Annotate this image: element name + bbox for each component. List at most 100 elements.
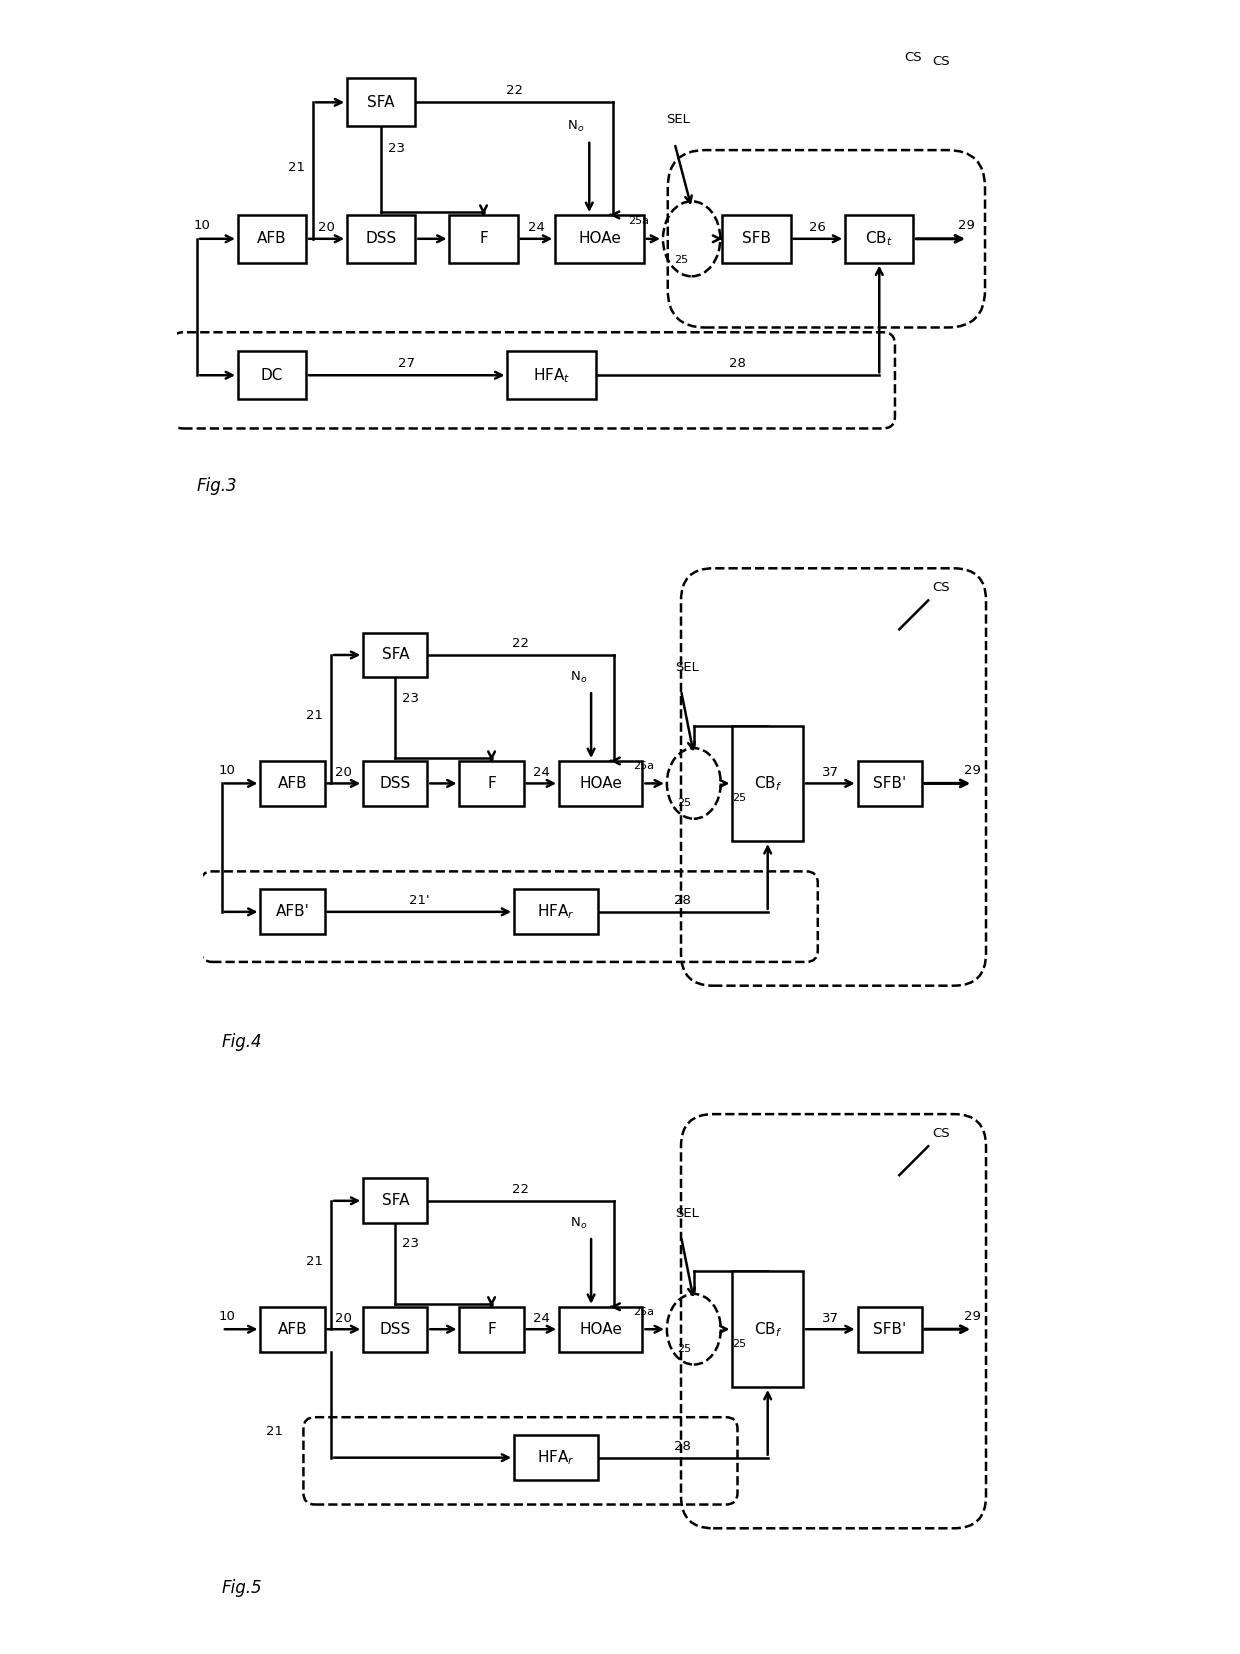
Text: N$_o$: N$_o$ <box>569 670 587 685</box>
FancyBboxPatch shape <box>238 351 306 399</box>
Text: 21: 21 <box>288 160 305 174</box>
FancyBboxPatch shape <box>460 1307 523 1351</box>
Text: 23: 23 <box>402 1237 419 1250</box>
Text: 10: 10 <box>218 1310 236 1323</box>
Text: DSS: DSS <box>366 232 397 246</box>
Text: 25a: 25a <box>629 215 650 227</box>
FancyBboxPatch shape <box>460 761 523 805</box>
Text: AFB: AFB <box>278 776 308 791</box>
Text: DC: DC <box>260 367 283 382</box>
Text: Fig.4: Fig.4 <box>222 1032 263 1050</box>
Text: 37: 37 <box>822 1312 838 1325</box>
FancyBboxPatch shape <box>733 726 804 842</box>
Text: 25: 25 <box>729 251 743 261</box>
Text: AFB: AFB <box>278 1322 308 1336</box>
Text: 29: 29 <box>963 764 981 777</box>
Text: 25: 25 <box>675 255 688 265</box>
Text: HOAe: HOAe <box>578 232 621 246</box>
Text: SFA: SFA <box>382 647 409 663</box>
Text: Fig.3: Fig.3 <box>197 478 238 495</box>
Text: SEL: SEL <box>676 1207 699 1221</box>
Text: HOAe: HOAe <box>579 776 622 791</box>
Text: SFB': SFB' <box>873 776 906 791</box>
Text: 22: 22 <box>512 1183 529 1196</box>
Text: SFA: SFA <box>382 1193 409 1209</box>
Text: CS: CS <box>931 55 950 68</box>
Text: AFB: AFB <box>257 232 286 246</box>
Text: 21: 21 <box>306 1255 324 1269</box>
Text: 21: 21 <box>265 1426 283 1439</box>
Text: 25a: 25a <box>634 761 653 771</box>
Text: 28: 28 <box>675 895 691 906</box>
FancyBboxPatch shape <box>556 215 644 263</box>
Text: 25a: 25a <box>634 1307 653 1317</box>
Text: 25: 25 <box>733 1340 746 1350</box>
Text: 25: 25 <box>733 794 746 804</box>
Text: 26: 26 <box>810 220 826 233</box>
Text: HOAe: HOAe <box>579 1322 622 1336</box>
Text: 22: 22 <box>506 84 523 98</box>
FancyBboxPatch shape <box>858 1307 921 1351</box>
FancyBboxPatch shape <box>347 78 415 126</box>
FancyBboxPatch shape <box>363 1307 428 1351</box>
Text: 27: 27 <box>398 357 415 370</box>
Text: 20: 20 <box>336 766 352 779</box>
FancyBboxPatch shape <box>733 1272 804 1388</box>
FancyBboxPatch shape <box>363 632 428 678</box>
Text: SEL: SEL <box>676 662 699 675</box>
Text: HFA$_r$: HFA$_r$ <box>537 903 574 921</box>
Text: 20: 20 <box>336 1312 352 1325</box>
Text: DSS: DSS <box>379 776 410 791</box>
Text: 23: 23 <box>388 142 405 155</box>
Text: SFA: SFA <box>367 94 396 109</box>
FancyBboxPatch shape <box>723 215 791 263</box>
Text: 10: 10 <box>193 218 211 232</box>
Text: 21': 21' <box>409 895 429 906</box>
Text: 22: 22 <box>512 637 529 650</box>
FancyBboxPatch shape <box>363 1178 428 1224</box>
Text: 10: 10 <box>218 764 236 777</box>
Text: N$_o$: N$_o$ <box>569 1216 587 1231</box>
Text: AFB': AFB' <box>275 905 310 920</box>
Text: 24: 24 <box>533 1312 549 1325</box>
Text: DSS: DSS <box>379 1322 410 1336</box>
Text: 23: 23 <box>402 691 419 705</box>
Text: F: F <box>487 776 496 791</box>
Text: 28: 28 <box>729 357 746 370</box>
Text: CB$_f$: CB$_f$ <box>754 1320 782 1338</box>
FancyBboxPatch shape <box>515 1436 598 1480</box>
Text: 29: 29 <box>963 1310 981 1323</box>
FancyBboxPatch shape <box>559 1307 642 1351</box>
FancyBboxPatch shape <box>846 215 914 263</box>
Text: 29: 29 <box>957 218 975 232</box>
Text: CS: CS <box>932 1126 950 1140</box>
Text: SEL: SEL <box>666 112 689 126</box>
FancyBboxPatch shape <box>260 1307 325 1351</box>
FancyBboxPatch shape <box>347 215 415 263</box>
Text: SFB': SFB' <box>873 1322 906 1336</box>
FancyBboxPatch shape <box>858 761 921 805</box>
FancyBboxPatch shape <box>363 761 428 805</box>
Text: 24: 24 <box>533 766 549 779</box>
Text: CS: CS <box>932 581 950 594</box>
Text: Fig.5: Fig.5 <box>222 1578 263 1596</box>
Text: HFA$_t$: HFA$_t$ <box>533 366 570 385</box>
Text: 25: 25 <box>677 797 691 807</box>
Text: CS: CS <box>904 51 923 65</box>
Text: HFA$_r$: HFA$_r$ <box>537 1449 574 1467</box>
Text: 37: 37 <box>822 766 838 779</box>
FancyBboxPatch shape <box>260 761 325 805</box>
FancyBboxPatch shape <box>515 890 598 935</box>
FancyBboxPatch shape <box>559 761 642 805</box>
Text: 25: 25 <box>677 1343 691 1353</box>
FancyBboxPatch shape <box>260 890 325 935</box>
Text: 20: 20 <box>319 220 335 233</box>
Text: SFB: SFB <box>742 232 771 246</box>
Text: F: F <box>487 1322 496 1336</box>
Text: 21: 21 <box>306 710 324 723</box>
FancyBboxPatch shape <box>507 351 596 399</box>
Text: 24: 24 <box>528 220 544 233</box>
FancyBboxPatch shape <box>449 215 517 263</box>
Text: CB$_f$: CB$_f$ <box>754 774 782 792</box>
Text: N$_o$: N$_o$ <box>567 119 584 134</box>
